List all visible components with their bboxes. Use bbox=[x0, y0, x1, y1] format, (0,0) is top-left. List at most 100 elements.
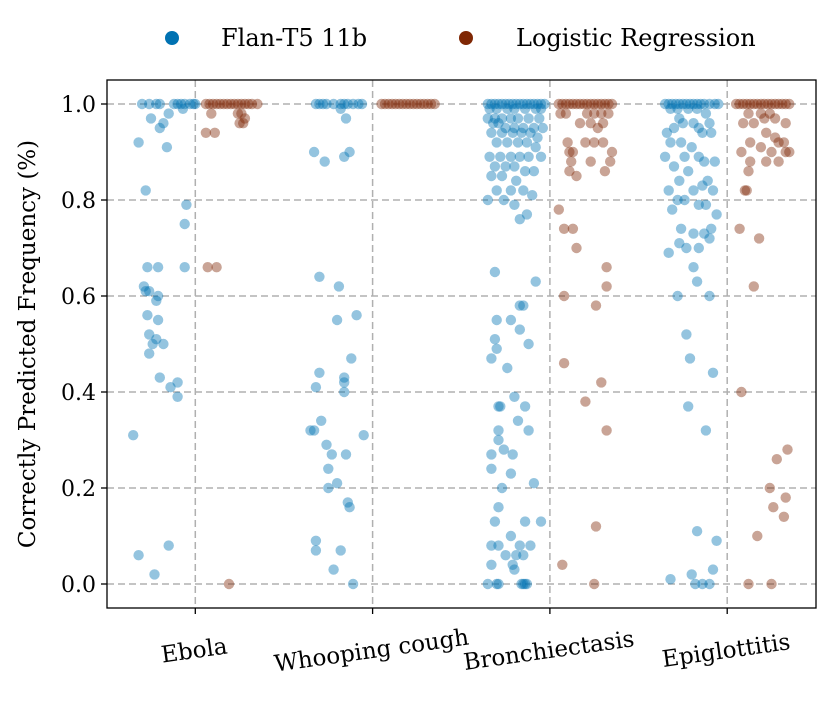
data-point bbox=[340, 449, 352, 460]
data-point bbox=[693, 199, 704, 210]
data-point bbox=[323, 463, 334, 474]
legend-label-logistic-regression: Logistic Regression bbox=[516, 24, 756, 52]
data-point bbox=[667, 98, 678, 110]
data-point bbox=[665, 137, 676, 148]
data-point bbox=[418, 98, 430, 110]
data-point bbox=[154, 98, 165, 110]
data-point bbox=[218, 98, 229, 110]
data-point bbox=[743, 108, 754, 119]
data-point bbox=[339, 372, 350, 383]
data-point bbox=[691, 276, 703, 287]
data-point bbox=[229, 98, 240, 110]
data-point bbox=[386, 98, 398, 110]
legend: Flan-T5 11b Logistic Regression bbox=[165, 24, 756, 52]
y-tick-label: 0.4 bbox=[61, 381, 96, 406]
legend-marker-flan-t5 bbox=[165, 31, 179, 45]
data-point bbox=[736, 386, 747, 398]
data-point bbox=[509, 391, 520, 402]
data-point bbox=[585, 98, 596, 110]
data-point bbox=[581, 108, 593, 119]
data-point bbox=[202, 262, 213, 273]
data-point bbox=[379, 98, 391, 110]
data-point bbox=[429, 98, 440, 110]
data-point bbox=[688, 185, 699, 196]
data-point bbox=[239, 98, 251, 110]
data-point bbox=[491, 137, 502, 148]
data-point bbox=[319, 156, 330, 167]
data-point bbox=[555, 108, 566, 119]
data-point bbox=[200, 98, 212, 110]
data-point bbox=[679, 194, 690, 206]
data-point bbox=[151, 295, 162, 306]
data-point bbox=[773, 156, 784, 167]
data-point bbox=[589, 578, 600, 590]
data-point bbox=[491, 343, 502, 354]
data-point bbox=[684, 353, 696, 364]
data-point bbox=[585, 118, 596, 129]
data-point bbox=[590, 300, 602, 311]
data-point bbox=[761, 156, 772, 167]
data-point bbox=[537, 122, 548, 134]
data-point bbox=[188, 98, 199, 110]
data-point bbox=[738, 98, 749, 110]
series-0-points bbox=[128, 98, 724, 590]
data-point bbox=[539, 98, 550, 110]
data-point bbox=[509, 122, 520, 134]
data-point bbox=[688, 98, 699, 110]
data-point bbox=[482, 194, 493, 206]
data-point bbox=[509, 103, 520, 115]
data-point bbox=[521, 98, 533, 110]
data-point bbox=[566, 156, 577, 167]
data-point bbox=[151, 98, 162, 110]
data-point bbox=[739, 185, 751, 196]
data-point bbox=[665, 103, 676, 115]
data-point bbox=[697, 180, 708, 191]
data-point bbox=[144, 348, 155, 359]
data-point bbox=[179, 262, 190, 273]
data-point bbox=[663, 247, 674, 258]
x-category-label: Epiglottitis bbox=[661, 629, 792, 673]
data-point bbox=[422, 98, 433, 110]
data-point bbox=[514, 151, 525, 162]
data-point bbox=[745, 98, 756, 110]
data-point bbox=[500, 550, 511, 561]
data-point bbox=[683, 103, 694, 115]
data-point bbox=[140, 185, 151, 196]
data-point bbox=[505, 113, 517, 124]
data-point bbox=[425, 98, 437, 110]
y-tick-label: 0.6 bbox=[61, 285, 96, 310]
data-point bbox=[764, 108, 775, 119]
data-point bbox=[675, 137, 687, 148]
data-point bbox=[683, 401, 694, 412]
data-point bbox=[168, 98, 180, 110]
data-point bbox=[335, 545, 346, 556]
data-point bbox=[246, 98, 258, 110]
data-point bbox=[525, 127, 536, 138]
data-point bbox=[308, 146, 320, 158]
data-point bbox=[484, 151, 495, 162]
data-point bbox=[535, 98, 547, 110]
data-point bbox=[335, 103, 346, 115]
data-point bbox=[771, 454, 782, 465]
data-point bbox=[514, 300, 525, 311]
data-point bbox=[778, 137, 790, 148]
data-point bbox=[752, 530, 763, 542]
data-point bbox=[397, 98, 408, 110]
data-point bbox=[699, 98, 710, 110]
data-point bbox=[486, 353, 497, 364]
data-point bbox=[512, 113, 524, 124]
data-point bbox=[222, 98, 233, 110]
data-point bbox=[766, 146, 777, 158]
data-point bbox=[599, 98, 611, 110]
data-point bbox=[683, 166, 694, 177]
data-point bbox=[138, 281, 150, 292]
data-point bbox=[236, 108, 247, 119]
data-point bbox=[498, 194, 509, 206]
data-point bbox=[486, 127, 497, 138]
data-point bbox=[358, 430, 369, 441]
data-point bbox=[511, 175, 522, 186]
data-point bbox=[152, 290, 164, 302]
data-point bbox=[163, 540, 174, 551]
data-point bbox=[525, 540, 536, 551]
data-point bbox=[326, 449, 337, 460]
